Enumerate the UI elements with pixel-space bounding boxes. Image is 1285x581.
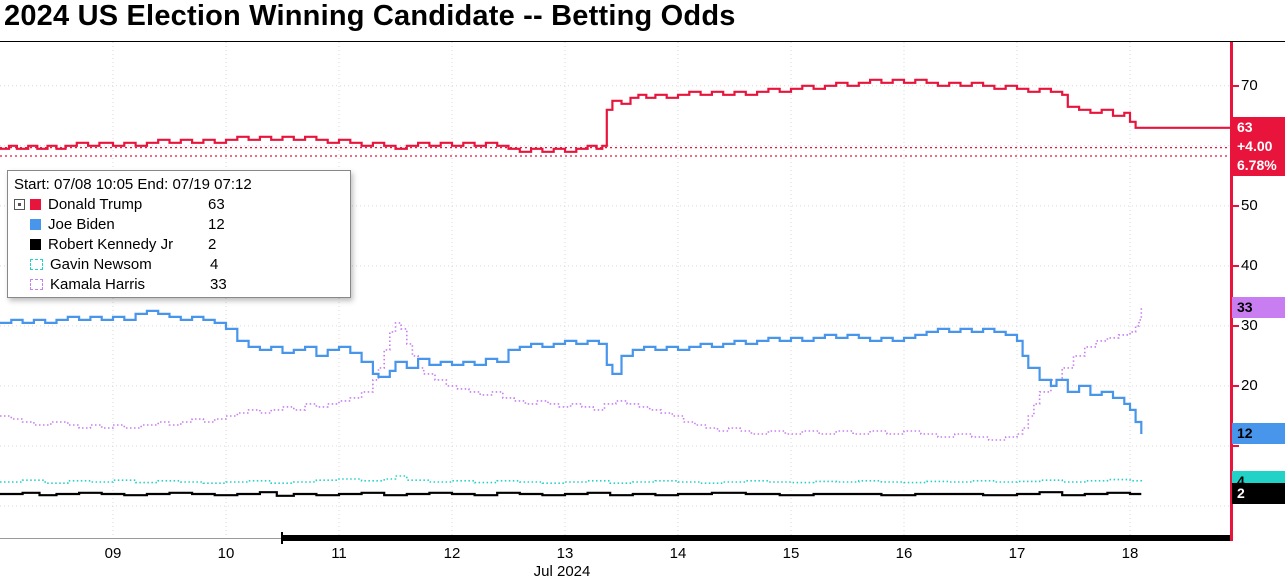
legend-row[interactable]: Robert Kennedy Jr 2 [14,234,344,254]
y-tick-label: 70 [1241,76,1258,94]
y-axis-tick [1233,84,1239,87]
value-box-line: 6.78% [1237,157,1277,174]
legend-item-label: Kamala Harris [50,275,146,293]
value-box-line: 4 [1237,473,1245,490]
legend-item-value: 2 [208,235,217,253]
legend-items: Donald Trump 63 Joe Biden 12 Robert Kennedy … [14,194,344,294]
y-tick-label: 50 [1241,196,1258,214]
x-axis-month-label: Jul 2024 [533,563,591,580]
legend-indent [14,238,30,250]
y-tick-label: 30 [1241,316,1258,334]
value-box-line: 2 [1237,485,1245,502]
x-tick-label: 09 [104,545,122,562]
legend-row[interactable]: Donald Trump 63 [14,194,344,214]
y-axis-line [1230,42,1233,541]
value-box-line: 63 [1237,119,1253,136]
legend-item-value: 33 [210,275,227,293]
x-tick-label: 14 [669,545,687,562]
legend-swatch [30,238,41,250]
legend-swatch [30,218,41,230]
legend-item-value: 63 [208,195,225,213]
y-axis-tick [1233,204,1239,207]
legend-indent [14,258,30,270]
chart-plot-area[interactable]: Start: 07/08 10:05 End: 07/19 07:12 Dona… [0,42,1232,536]
chart-title: 2024 US Election Winning Candidate -- Be… [4,0,736,32]
x-tick-label: 12 [443,545,461,562]
y-tick-label: 40 [1241,256,1258,274]
legend-item-label: Donald Trump [48,195,143,213]
y-axis-tick [1233,264,1239,267]
value-box-line: 33 [1237,299,1253,316]
x-tick-label: 17 [1008,545,1026,562]
legend-row[interactable]: Joe Biden 12 [14,214,344,234]
legend-swatch [30,278,43,290]
legend-item-label: Gavin Newsom [50,255,152,273]
x-tick-label: 16 [895,545,913,562]
value-box-robert-kennedy-jr: 2 [1232,483,1285,505]
legend-indent [14,278,30,290]
chart-legend[interactable]: Start: 07/08 10:05 End: 07/19 07:12 Dona… [7,170,351,298]
title-divider [0,41,1285,42]
legend-item-label: Robert Kennedy Jr [48,235,174,253]
legend-item-label: Joe Biden [48,215,115,233]
x-tick-label: 10 [217,545,235,562]
scrollbar-thumb[interactable] [283,535,1232,541]
x-tick-label: 18 [1121,545,1139,562]
legend-expand-icon[interactable] [14,198,30,210]
value-box-line: +4.00 [1237,138,1273,155]
value-box-kamala-harris: 33 [1232,297,1285,319]
legend-range-row: Start: 07/08 10:05 End: 07/19 07:12 [14,174,344,194]
x-tick-label: 15 [782,545,800,562]
value-box-line: 12 [1237,425,1253,442]
y-axis-tick [1233,324,1239,327]
legend-item-value: 4 [210,255,219,273]
legend-range-label: Start: 07/08 10:05 End: 07/19 07:12 [14,175,252,193]
legend-swatch [30,258,43,270]
y-axis-tick [1233,384,1239,387]
x-tick-label: 13 [556,545,574,562]
legend-swatch [30,198,41,210]
y-tick-label: 20 [1241,376,1258,394]
value-box-donald-trump: 63 +4.00 6.78% [1232,117,1285,177]
x-tick-label: 11 [331,545,347,562]
y-axis-tick [1233,444,1239,447]
legend-indent [14,218,30,230]
value-box-joe-biden: 12 [1232,423,1285,445]
legend-row[interactable]: Gavin Newsom 4 [14,254,344,274]
scrollbar-notch [281,532,283,544]
chart-canvas[interactable] [0,42,1232,536]
legend-item-value: 12 [208,215,225,233]
legend-row[interactable]: Kamala Harris 33 [14,274,344,294]
